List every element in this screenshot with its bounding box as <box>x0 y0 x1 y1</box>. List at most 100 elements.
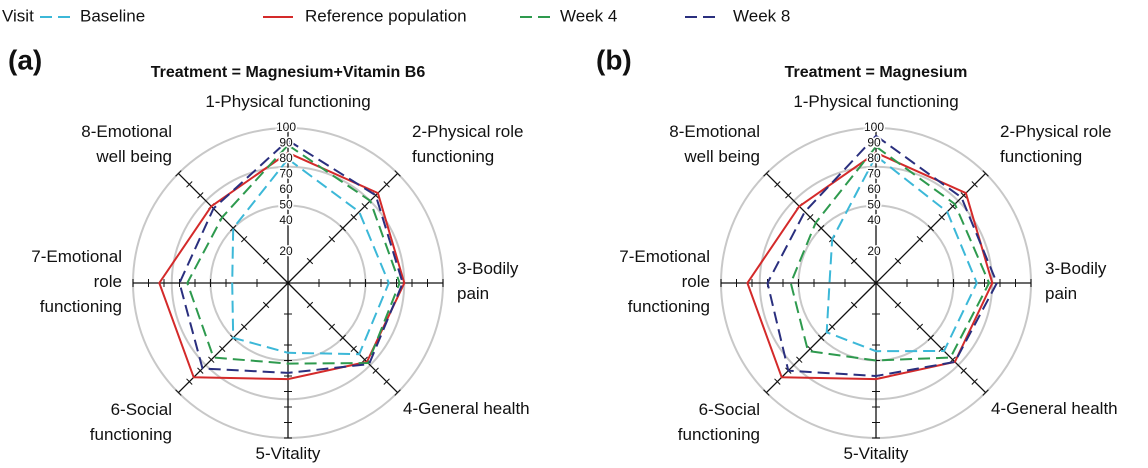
tick-mark <box>763 389 770 396</box>
tick-mark <box>818 225 825 232</box>
category-line: 3-Bodily <box>457 259 519 278</box>
tick-mark <box>230 225 237 232</box>
tick-mark <box>850 257 858 265</box>
axis-category-label: 5-Vitality <box>256 444 321 463</box>
tick-mark <box>186 378 193 385</box>
tick-mark <box>828 323 836 331</box>
chart-title: Treatment = Magnesium <box>785 64 968 81</box>
legend-label: Week 8 <box>733 6 790 25</box>
tick-mark <box>938 345 945 352</box>
series-polygon <box>178 139 404 374</box>
tick-mark <box>894 301 902 309</box>
series-polygon <box>789 145 991 362</box>
tick-mark <box>372 367 379 374</box>
series-polygon <box>825 154 978 353</box>
tick-mark <box>938 214 945 221</box>
axis-category-label: 6-Social functioning <box>90 400 172 444</box>
category-line: 1-Physical functioning <box>793 92 958 111</box>
axis-category-label: 3-Bodily pain <box>1045 259 1107 303</box>
category-line: 5-Vitality <box>256 444 321 463</box>
tick-mark <box>328 323 336 331</box>
tick-mark <box>916 323 924 331</box>
series-polygon <box>186 143 401 365</box>
r-tick-label: 40 <box>867 213 881 227</box>
r-tick-label: 90 <box>279 136 293 150</box>
tick-mark <box>894 257 902 265</box>
tick-mark <box>949 356 956 363</box>
category-line: functioning <box>628 297 710 316</box>
r-tick-label: 40 <box>279 213 293 227</box>
category-line: pain <box>457 284 489 303</box>
tick-mark <box>982 170 989 177</box>
tick-mark <box>774 378 781 385</box>
category-line: 4-General health <box>991 399 1118 418</box>
tick-mark <box>383 378 390 385</box>
tick-mark <box>339 334 346 341</box>
series-polygon <box>158 151 406 381</box>
series-polygon <box>231 157 390 356</box>
tick-mark <box>240 235 248 243</box>
axis-category-label: 8-Emotional well being <box>81 122 172 166</box>
category-line: pain <box>1045 284 1077 303</box>
category-line: functioning <box>40 297 122 316</box>
tick-mark <box>339 225 346 232</box>
category-line: functioning <box>90 425 172 444</box>
axis-category-label: 4-General health <box>991 399 1118 418</box>
tick-mark <box>361 203 368 210</box>
axis-category-label: 1-Physical functioning <box>205 92 370 111</box>
r-tick-label: 90 <box>867 136 881 150</box>
category-line: 5-Vitality <box>844 444 909 463</box>
axis-category-label: 8-Emotional well being <box>669 122 760 166</box>
tick-mark <box>807 214 814 221</box>
tick-mark <box>240 323 248 331</box>
tick-mark <box>186 181 193 188</box>
axis-category-label: 4-General health <box>403 399 530 418</box>
r-tick-label: 20 <box>867 244 881 258</box>
series-polygon <box>746 151 994 381</box>
tick-mark <box>219 345 226 352</box>
tick-mark <box>383 181 390 188</box>
tick-mark <box>916 235 924 243</box>
category-line: well being <box>683 147 760 166</box>
legend-title: Visit <box>2 6 34 25</box>
tick-mark <box>774 181 781 188</box>
category-line: 8-Emotional <box>669 122 760 141</box>
r-tick-label: 60 <box>279 182 293 196</box>
category-line: well being <box>95 147 172 166</box>
tick-mark <box>796 356 803 363</box>
category-line: role <box>94 272 122 291</box>
r-tick-label: 70 <box>279 167 293 181</box>
tick-mark <box>394 389 401 396</box>
axis-category-label: 2-Physical role functioning <box>1000 122 1112 166</box>
tick-mark <box>949 203 956 210</box>
legend-label: Reference population <box>305 6 467 25</box>
tick-mark <box>960 192 967 199</box>
r-tick-label: 70 <box>867 167 881 181</box>
tick-mark <box>927 225 934 232</box>
category-line: 2-Physical role <box>1000 122 1112 141</box>
chart-title: Treatment = Magnesium+Vitamin B6 <box>151 64 426 81</box>
r-tick-label: 80 <box>279 151 293 165</box>
tick-mark <box>262 257 270 265</box>
tick-mark <box>394 170 401 177</box>
r-tick-label: 20 <box>279 244 293 258</box>
axis-category-label: 7-Emotional role functioning <box>619 247 710 316</box>
category-line: 2-Physical role <box>412 122 524 141</box>
tick-mark <box>971 378 978 385</box>
tick-mark <box>350 214 357 221</box>
category-line: 6-Social <box>111 400 172 419</box>
category-line: 8-Emotional <box>81 122 172 141</box>
tick-mark <box>763 170 770 177</box>
tick-mark <box>850 301 858 309</box>
category-line: 7-Emotional <box>31 247 122 266</box>
category-line: 7-Emotional <box>619 247 710 266</box>
r-tick-label: 50 <box>867 198 881 212</box>
category-line: functioning <box>678 425 760 444</box>
tick-mark <box>350 345 357 352</box>
tick-mark <box>971 181 978 188</box>
category-line: functioning <box>412 147 494 166</box>
category-line: 3-Bodily <box>1045 259 1107 278</box>
tick-mark <box>208 356 215 363</box>
tick-mark <box>306 301 314 309</box>
